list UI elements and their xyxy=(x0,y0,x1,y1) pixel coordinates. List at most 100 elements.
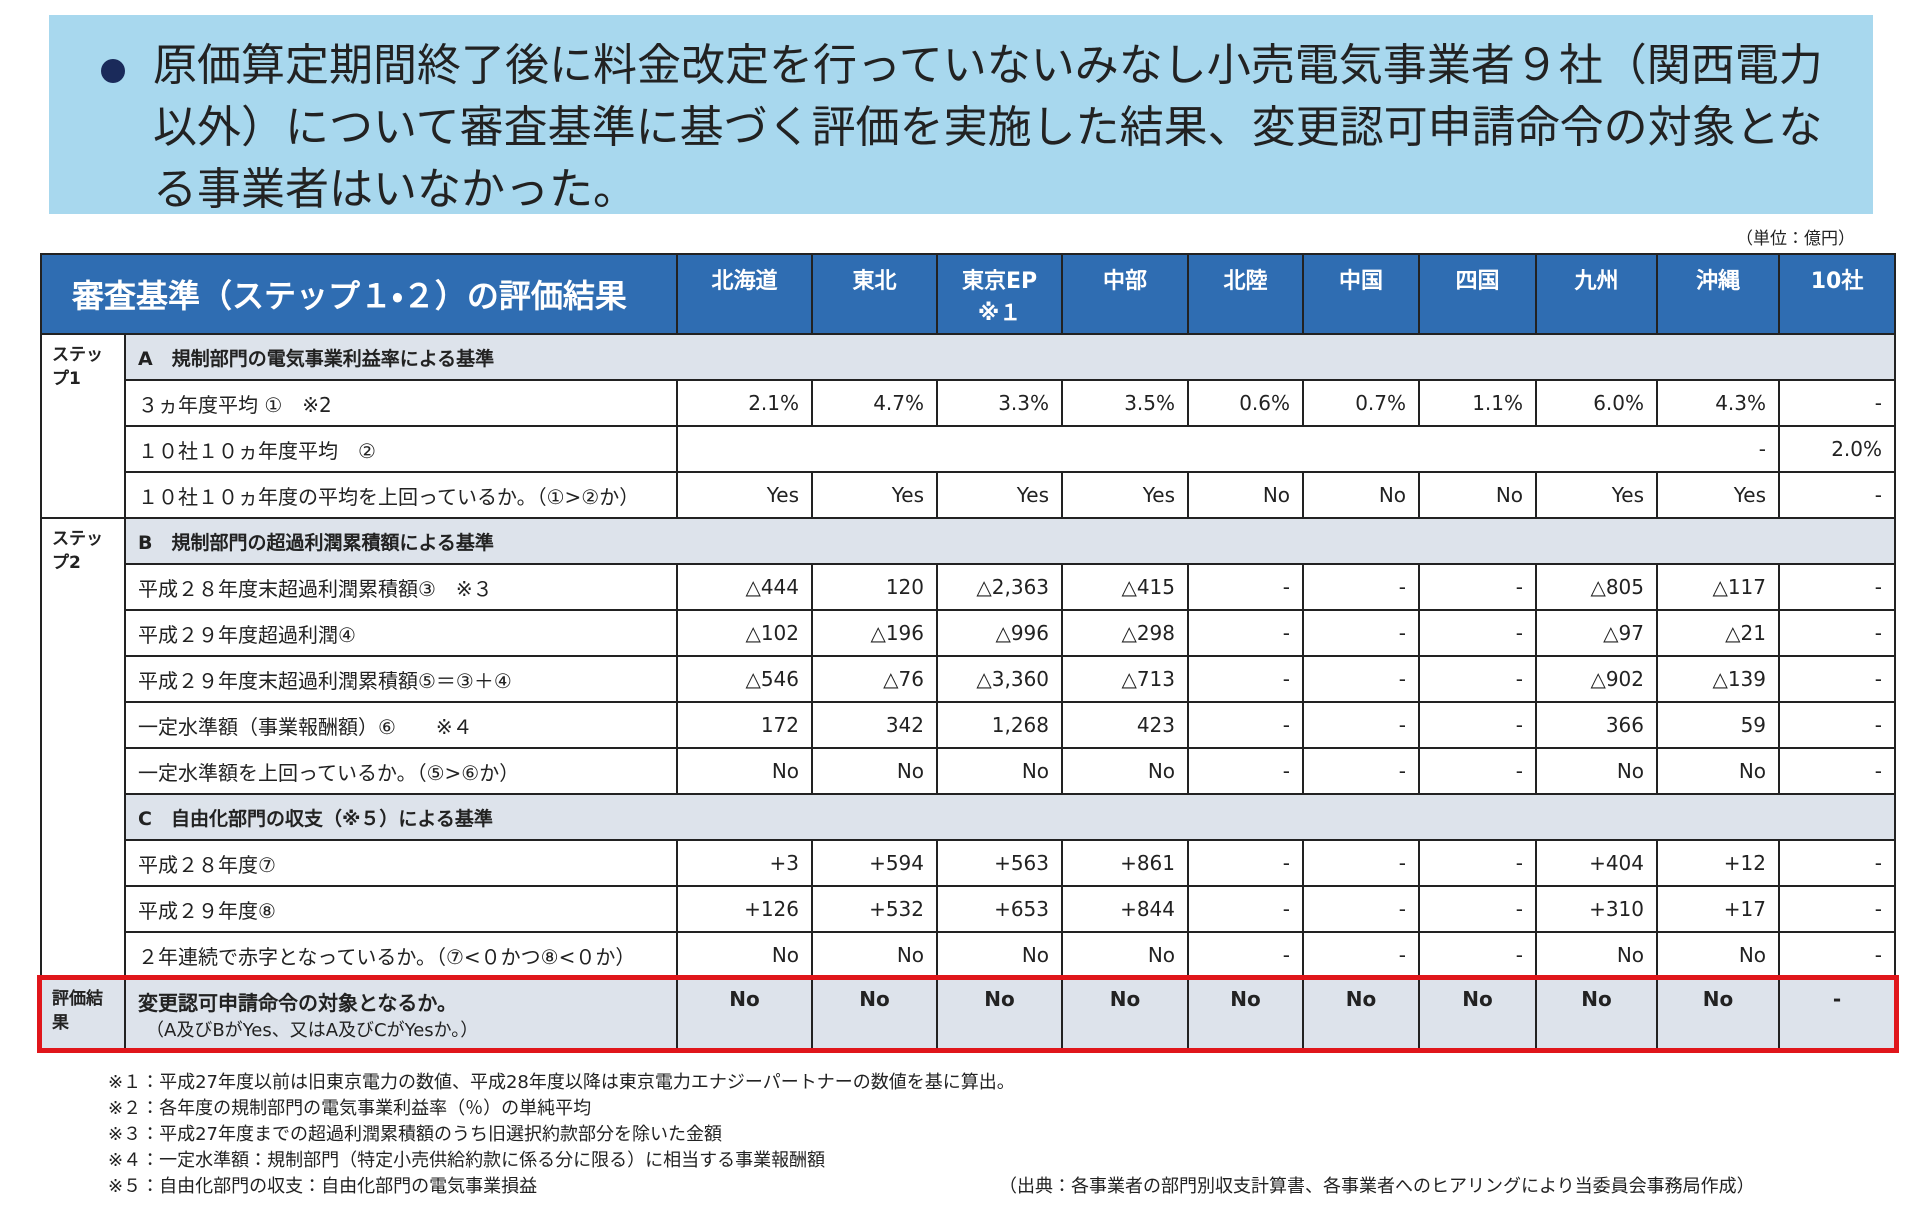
value-cell: No xyxy=(1187,471,1305,519)
row-label: 一定水準額（事業報酬額）⑥ ※４ xyxy=(123,701,679,749)
value-cell: △996 xyxy=(936,609,1064,657)
data-row: 平成２８年度末超過利潤累積額③ ※３ △444 120 △2,363 △415- - - △8… xyxy=(41,563,1897,611)
value-cell: - xyxy=(1187,609,1305,657)
value-cell: △196 xyxy=(811,609,939,657)
value-cell: +653 xyxy=(936,885,1064,933)
value-cell: △546 xyxy=(676,655,814,703)
value-cell: 3.3% xyxy=(936,379,1064,427)
value-cell: +861 xyxy=(1061,839,1190,887)
result-cell: No xyxy=(1656,977,1781,1051)
row-label: 平成２８年度末超過利潤累積額③ ※３ xyxy=(123,563,679,611)
footnote: ※２：各年度の規制部門の電気事業利益率（％）の単純平均 xyxy=(108,1098,592,1119)
step-label: ステップ2 xyxy=(40,517,126,979)
value-cell: +310 xyxy=(1535,885,1659,933)
value-cell: Yes xyxy=(676,471,814,519)
column-header: 北陸 xyxy=(1187,253,1305,335)
value-cell: +3 xyxy=(676,839,814,887)
row-label: 平成２９年度超過利潤④ xyxy=(123,609,679,657)
value-cell: 2.0% xyxy=(1778,425,1897,473)
value-cell: No xyxy=(811,931,939,979)
row-label: 平成２９年度末超過利潤累積額⑤＝③＋④ xyxy=(123,655,679,703)
value-cell: - xyxy=(1778,701,1897,749)
data-row: 一定水準額（事業報酬額）⑥ ※４ 172 342 1,268 423- - -366 59- xyxy=(41,701,1897,749)
value-cell: - xyxy=(1187,839,1305,887)
result-question: 変更認可申請命令の対象となるか。 （A及びBがYes、又はA及びCがYesか。） xyxy=(123,977,679,1051)
summary-banner: 原価算定期間終了後に料金改定を行っていないみなし小売電気事業者９社（関西電力以外… xyxy=(49,15,1873,215)
data-row: ２年連続で赤字となっているか。（⑦<０かつ⑧<０か） No No No No - - - No N… xyxy=(41,931,1897,979)
value-cell: - xyxy=(1302,747,1421,795)
result-cell: No xyxy=(936,977,1064,1051)
value-cell: △21 xyxy=(1656,609,1781,657)
value-cell: No xyxy=(936,931,1064,979)
result-cell: No xyxy=(1418,977,1538,1051)
value-cell: △805 xyxy=(1535,563,1659,611)
column-header: 北海道 xyxy=(676,253,814,335)
value-cell: No xyxy=(1656,747,1781,795)
row-label: １０社１０ヵ年度の平均を上回っているか。（①>②か） xyxy=(123,471,679,519)
value-cell: Yes xyxy=(936,471,1064,519)
column-header: 四国 xyxy=(1418,253,1538,335)
value-cell: 120 xyxy=(811,563,939,611)
value-cell: - xyxy=(1187,747,1305,795)
value-cell: 1,268 xyxy=(936,701,1064,749)
column-header: 10社 xyxy=(1778,253,1897,335)
section-row: ステップ2 B 規制部門の超過利潤累積額による基準 xyxy=(40,517,1897,979)
value-cell: +594 xyxy=(811,839,939,887)
value-cell: 3.5% xyxy=(1061,379,1190,427)
value-cell: - xyxy=(1302,609,1421,657)
value-cell: △415 xyxy=(1061,563,1190,611)
value-cell: △298 xyxy=(1061,609,1190,657)
value-cell: - xyxy=(1187,563,1305,611)
value-cell: △76 xyxy=(811,655,939,703)
value-cell: - xyxy=(1418,609,1538,657)
data-row: ３ヵ年度平均 ① ※2 2.1% 4.7% 3.3% 3.5% 0.6% 0.7% 1.1% 6… xyxy=(41,379,1897,427)
footnote: ※５：自由化部門の収支：自由化部門の電気事業損益 xyxy=(108,1176,538,1197)
value-cell: - xyxy=(1302,931,1421,979)
section-title: A 規制部門の電気事業利益率による基準 xyxy=(123,333,1897,381)
value-cell: No xyxy=(676,931,814,979)
value-cell: - xyxy=(1187,655,1305,703)
value-cell: No xyxy=(811,747,939,795)
value-cell: 4.7% xyxy=(811,379,939,427)
value-cell: 366 xyxy=(1535,701,1659,749)
value-cell: 0.6% xyxy=(1187,379,1305,427)
condition: （A及びBがYes、又はA及びCがYesか。） xyxy=(146,1020,479,1041)
value-cell: 423 xyxy=(1061,701,1190,749)
value-cell: △3,360 xyxy=(936,655,1064,703)
value-cell: - xyxy=(1302,563,1421,611)
value-cell: - xyxy=(1778,471,1897,519)
value-cell: Yes xyxy=(1535,471,1659,519)
value-cell: - xyxy=(1778,931,1897,979)
value-cell: - xyxy=(1418,701,1538,749)
value-cell: +12 xyxy=(1656,839,1781,887)
value-cell: 4.3% xyxy=(1656,379,1781,427)
value-cell: 342 xyxy=(811,701,939,749)
result-cell: No xyxy=(1302,977,1421,1051)
value-cell: No xyxy=(1418,471,1538,519)
value-cell: - xyxy=(1302,839,1421,887)
value-cell: +404 xyxy=(1535,839,1659,887)
row-label: 平成２９年度⑧ xyxy=(123,885,679,933)
value-cell: △902 xyxy=(1535,655,1659,703)
footnote: ※３：平成27年度までの超過利潤累積額のうち旧選択約款部分を除いた金額 xyxy=(108,1124,722,1145)
value-cell: - xyxy=(1778,839,1897,887)
table-title: 審査基準（ステップ１・２）の評価結果 xyxy=(39,253,679,335)
data-row: 平成２８年度⑦ +3 +594 +563 +861- - - +404 +12- xyxy=(41,839,1897,887)
value-cell: +126 xyxy=(676,885,814,933)
footnote: ※４：一定水準額：規制部門（特定小売供給約款に係る分に限る）に相当する事業報酬額 xyxy=(108,1150,826,1171)
value-cell: - xyxy=(1187,701,1305,749)
result-cell: No xyxy=(1061,977,1190,1051)
value-cell: △713 xyxy=(1061,655,1190,703)
result-cell: No xyxy=(1187,977,1305,1051)
value-cell: - xyxy=(1778,609,1897,657)
value-cell: - xyxy=(1418,885,1538,933)
value-cell: Yes xyxy=(811,471,939,519)
value-cell: 1.1% xyxy=(1418,379,1538,427)
value-cell: △2,363 xyxy=(936,563,1064,611)
value-cell: - xyxy=(1302,885,1421,933)
row-label: 一定水準額を上回っているか。（⑤>⑥か） xyxy=(123,747,679,795)
data-row: 平成２９年度⑧ +126 +532 +653 +844- - - +310 +17- xyxy=(41,885,1897,933)
value-cell: No xyxy=(676,747,814,795)
value-cell: - xyxy=(1187,931,1305,979)
